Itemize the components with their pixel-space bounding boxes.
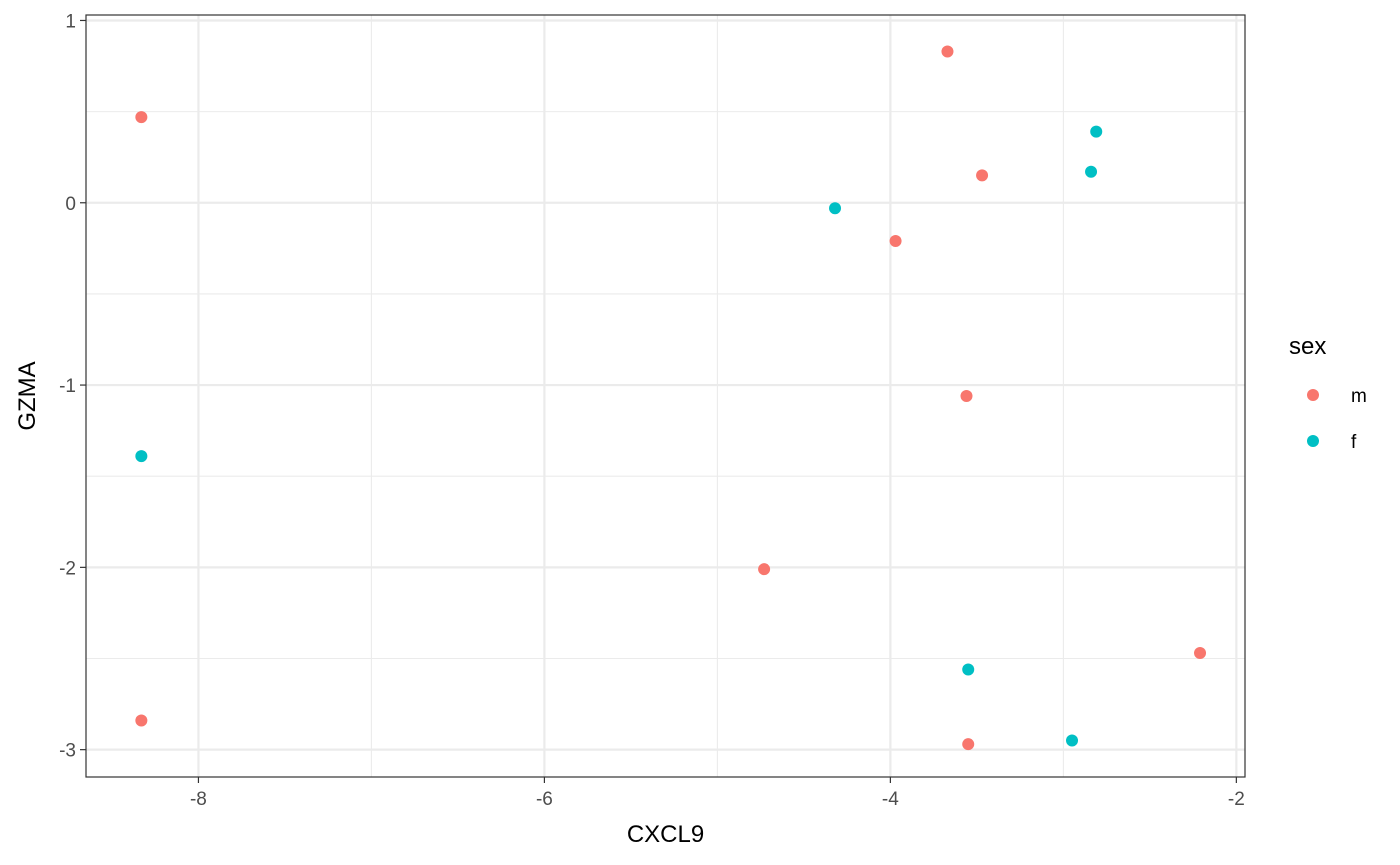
panel-border [85, 14, 1246, 778]
data-point-m [889, 235, 902, 248]
axis-ticks: -8 -6 -4 -2 -3 -2 -1 0 1 [59, 11, 1245, 810]
data-point-m [135, 714, 148, 727]
x-tick-label: -8 [190, 789, 207, 810]
data-point-m [1194, 647, 1207, 660]
x-tick-label: -4 [882, 789, 899, 810]
y-tick-label: -1 [59, 376, 76, 397]
y-axis-title: GZMA [14, 361, 41, 430]
y-tick-label: -3 [59, 741, 76, 762]
y-tick-label: 1 [65, 11, 76, 32]
legend-title: sex [1289, 333, 1326, 360]
y-tick-label: 0 [65, 194, 76, 215]
data-point-m [960, 390, 973, 402]
legend-label-f: f [1351, 432, 1357, 453]
legend-label-m: m [1351, 386, 1367, 407]
y-tick-label: -2 [59, 558, 76, 579]
x-tick-label: -2 [1228, 789, 1245, 810]
data-point-m [758, 563, 771, 576]
gridlines [86, 15, 1245, 777]
x-axis-title: CXCL9 [627, 821, 704, 848]
data-point-m [941, 45, 954, 58]
legend: sex m f [1289, 333, 1367, 453]
data-point-m [976, 169, 989, 182]
data-point-f [135, 450, 148, 463]
legend-key-f [1307, 435, 1319, 447]
data-points [135, 45, 1207, 751]
data-point-m [135, 111, 148, 124]
data-point-f [1090, 125, 1103, 138]
data-point-f [1066, 734, 1079, 747]
data-point-f [1085, 165, 1098, 178]
data-point-f [962, 663, 975, 676]
data-point-m [962, 738, 975, 751]
legend-key-m [1307, 389, 1319, 401]
x-tick-label: -6 [536, 789, 553, 810]
data-point-f [829, 202, 842, 215]
